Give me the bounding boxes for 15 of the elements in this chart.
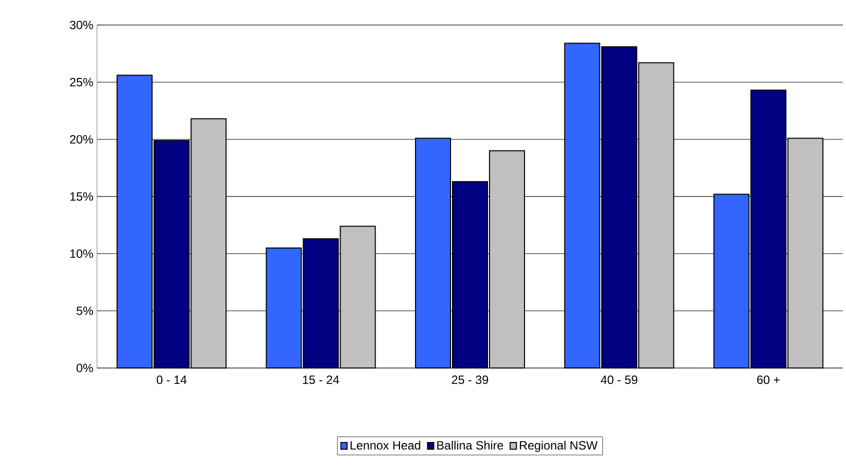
y-tick-label: 25%	[70, 78, 94, 86]
y-tick-label: 15%	[70, 192, 94, 201]
y-tick-label: 10%	[70, 249, 94, 258]
x-tick-label: 40 - 59	[600, 376, 638, 384]
legend-label: Regional NSW	[520, 440, 598, 452]
x-tick-label: 60 +	[757, 376, 780, 384]
y-tick-label: 20%	[70, 135, 94, 144]
x-tick-label: 25 - 39	[452, 376, 488, 384]
x-tick-label: 15 - 24	[303, 376, 340, 384]
y-tick-label: 0%	[76, 364, 94, 372]
x-tick-label: 0 - 14	[156, 376, 187, 384]
legend-label: Lennox Head	[350, 440, 420, 450]
y-tick-label: 5%	[76, 306, 94, 316]
y-tick-label: 30%	[70, 20, 94, 30]
legend-label: Ballina Shire	[437, 440, 504, 450]
